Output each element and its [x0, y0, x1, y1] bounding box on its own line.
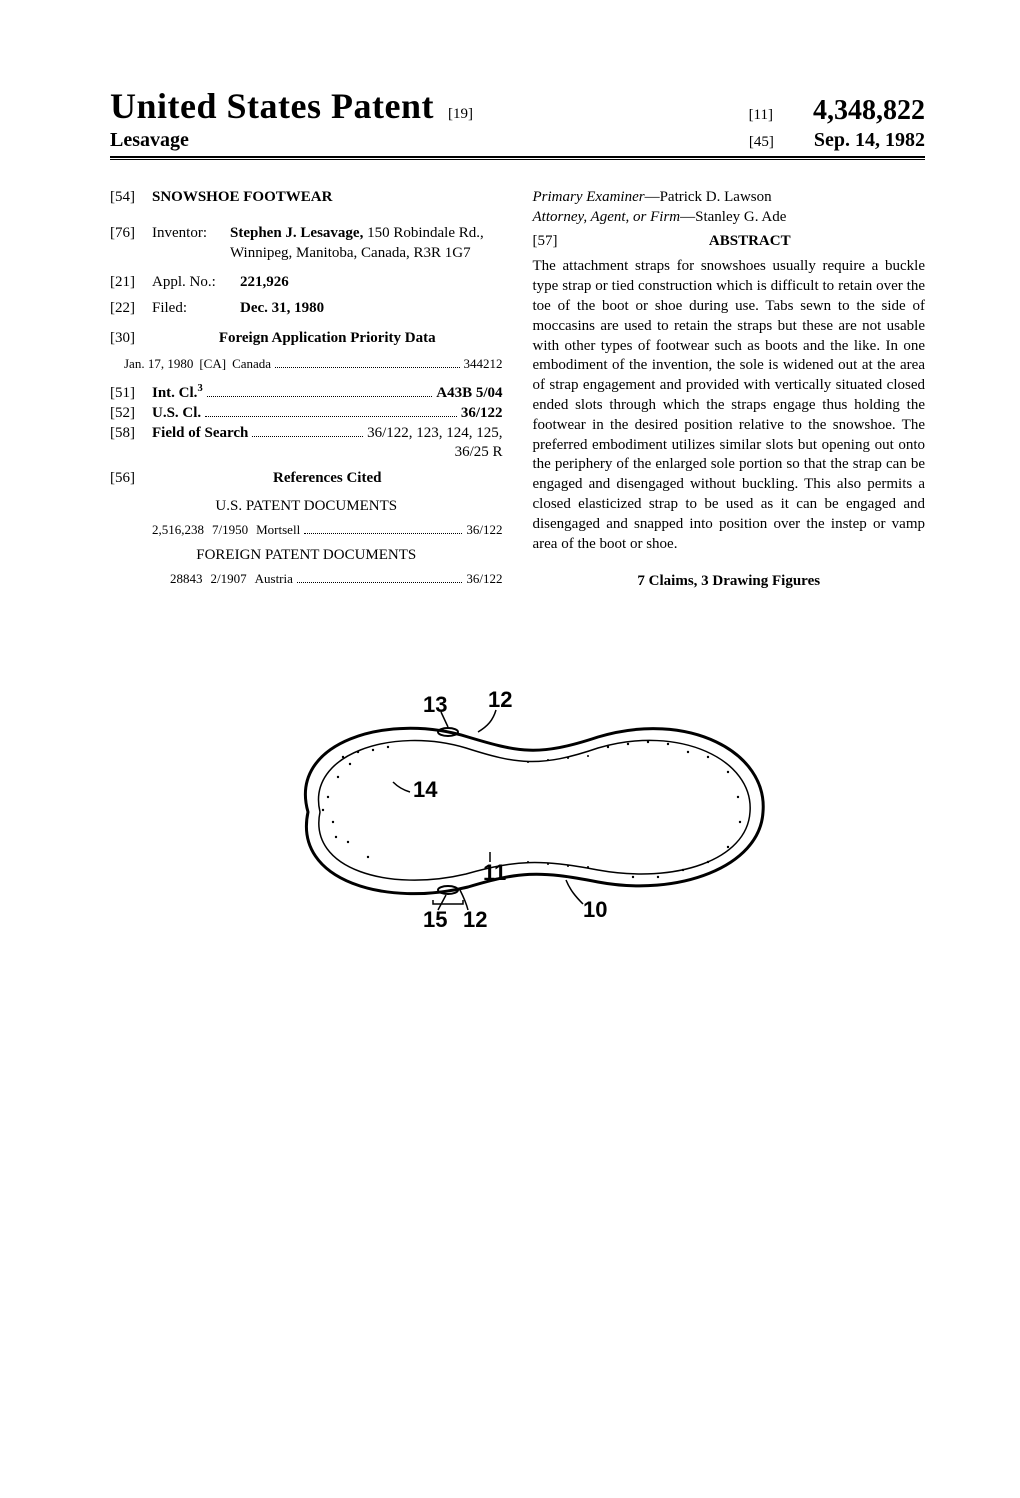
- foreign-docs-head: FOREIGN PATENT DOCUMENTS: [110, 546, 503, 566]
- examiner-line: Primary Examiner—Patrick D. Lawson: [533, 188, 926, 208]
- usdoc-name: Mortsell: [256, 521, 300, 538]
- label-refs: References Cited: [152, 469, 503, 489]
- fig-label-12b: 12: [463, 907, 487, 932]
- attorney-name: Stanley G. Ade: [695, 209, 786, 225]
- label-uscl: U.S. Cl.: [152, 404, 201, 424]
- code-51: [51]: [110, 384, 152, 404]
- priority-cc: [CA]: [199, 355, 226, 372]
- header-row: United States Patent [19] [11] 4,348,822: [110, 85, 925, 127]
- priority-row: Jan. 17, 1980 [CA] Canada 344212: [124, 355, 503, 372]
- code-52: [52]: [110, 404, 152, 424]
- intcl-value: A43B 5/04: [436, 384, 502, 404]
- us-docs-head: U.S. PATENT DOCUMENTS: [110, 497, 503, 517]
- label-appl: Appl. No.:: [152, 273, 240, 293]
- columns: [54] SNOWSHOE FOOTWEAR [76] Inventor: St…: [110, 188, 925, 592]
- code-11: [11]: [749, 107, 773, 124]
- usdoc-date: 7/1950: [212, 521, 248, 538]
- field-54: [54] SNOWSHOE FOOTWEAR: [110, 188, 503, 218]
- field-52: [52] U.S. Cl. 36/122: [110, 404, 503, 424]
- issue-date: Sep. 14, 1982: [814, 129, 925, 152]
- patent-page: United States Patent [19] [11] 4,348,822…: [0, 0, 1020, 942]
- header-row-2: Lesavage [45] Sep. 14, 1982: [110, 129, 925, 152]
- label-intcl: Int. Cl.3: [152, 382, 203, 404]
- rule-thick: [110, 156, 925, 158]
- priority-num: 344212: [464, 355, 503, 372]
- fdoc-num: 28843: [170, 570, 203, 587]
- fig-label-15: 15: [423, 907, 447, 932]
- dotted-fill: [275, 356, 459, 367]
- field-56: [56] References Cited: [110, 469, 503, 489]
- inventor-surname-wrap: Lesavage: [110, 129, 189, 152]
- patent-number-line: [11] 4,348,822: [749, 95, 925, 127]
- figure-svg: 12 13 14 11 10 15 12: [238, 682, 798, 942]
- code-21: [21]: [110, 273, 152, 293]
- fig-label-13: 13: [423, 692, 447, 717]
- label-filed: Filed:: [152, 299, 240, 319]
- field-30: [30] Foreign Application Priority Data: [110, 329, 503, 349]
- label-fos: Field of Search: [152, 424, 248, 444]
- usdoc-cls: 36/122: [466, 521, 502, 538]
- inventor-name-bold: Stephen J. Lesavage,: [230, 225, 363, 241]
- uscl-value: 36/122: [461, 404, 503, 424]
- title-54: SNOWSHOE FOOTWEAR: [152, 188, 332, 208]
- date-line: [45] Sep. 14, 1982: [749, 129, 925, 152]
- us-doc-1: 2,516,238 7/1950 Mortsell 36/122: [110, 521, 503, 538]
- priority-date: Jan. 17, 1980: [124, 355, 193, 372]
- examiner-label: Primary Examiner: [533, 189, 645, 205]
- field-76: [76] Inventor: Stephen J. Lesavage, 150 …: [110, 224, 503, 264]
- dotted-fill: [207, 384, 433, 397]
- code-54: [54]: [110, 188, 152, 218]
- header-right: [11] 4,348,822: [749, 95, 925, 127]
- code-76: [76]: [110, 224, 152, 264]
- fdoc-date: 2/1907: [211, 570, 247, 587]
- left-column: [54] SNOWSHOE FOOTWEAR [76] Inventor: St…: [110, 188, 503, 592]
- field-51: [51] Int. Cl.3 A43B 5/04: [110, 382, 503, 404]
- foreign-doc-1: 28843 2/1907 Austria 36/122: [110, 570, 503, 587]
- attorney-label: Attorney, Agent, or Firm: [533, 209, 681, 225]
- dotted-fill: [252, 424, 363, 437]
- fos-value2: 36/25 R: [110, 443, 503, 463]
- fig-label-10: 10: [583, 897, 607, 922]
- fig-label-12: 12: [488, 687, 512, 712]
- label-abstract: ABSTRACT: [575, 232, 926, 252]
- fig-label-11: 11: [483, 860, 506, 885]
- fig-label-14: 14: [413, 777, 438, 802]
- priority-country: Canada: [232, 355, 271, 372]
- dotted-fill: [205, 404, 457, 417]
- label-foreign-priority: Foreign Application Priority Data: [152, 329, 503, 349]
- attorney-line: Attorney, Agent, or Firm—Stanley G. Ade: [533, 208, 926, 228]
- code-45: [45]: [749, 134, 774, 151]
- usdoc-num: 2,516,238: [152, 521, 204, 538]
- inventor-value: Stephen J. Lesavage, 150 Robindale Rd., …: [230, 224, 503, 264]
- abstract-text: The attachment straps for snowshoes usua…: [533, 257, 926, 554]
- field-58: [58] Field of Search 36/122, 123, 124, 1…: [110, 424, 503, 444]
- fos-value: 36/122, 123, 124, 125,: [367, 424, 502, 444]
- header-left: United States Patent [19]: [110, 85, 473, 127]
- code-57: [57]: [533, 232, 575, 252]
- code-19: [19]: [448, 106, 473, 123]
- right-column: Primary Examiner—Patrick D. Lawson Attor…: [533, 188, 926, 592]
- code-58: [58]: [110, 424, 152, 444]
- appl-no: 221,926: [240, 273, 289, 293]
- code-56: [56]: [110, 469, 152, 489]
- fdoc-cls: 36/122: [466, 570, 502, 587]
- figure-area: 12 13 14 11 10 15 12: [110, 682, 925, 942]
- examiner-name: Patrick D. Lawson: [660, 189, 772, 205]
- claims-line: 7 Claims, 3 Drawing Figures: [533, 572, 926, 592]
- main-title: United States Patent: [110, 85, 434, 127]
- field-22: [22] Filed: Dec. 31, 1980: [110, 299, 503, 319]
- rule-thin: [110, 159, 925, 160]
- dotted-fill: [304, 522, 462, 533]
- field-57: [57] ABSTRACT: [533, 232, 926, 252]
- code-22: [22]: [110, 299, 152, 319]
- dotted-fill: [297, 571, 462, 582]
- fdoc-name: Austria: [255, 570, 293, 587]
- inventor-surname: Lesavage: [110, 129, 189, 151]
- filed-date: Dec. 31, 1980: [240, 299, 324, 319]
- label-inventor: Inventor:: [152, 224, 230, 264]
- patent-number: 4,348,822: [813, 95, 925, 127]
- code-30: [30]: [110, 329, 152, 349]
- field-21: [21] Appl. No.: 221,926: [110, 273, 503, 293]
